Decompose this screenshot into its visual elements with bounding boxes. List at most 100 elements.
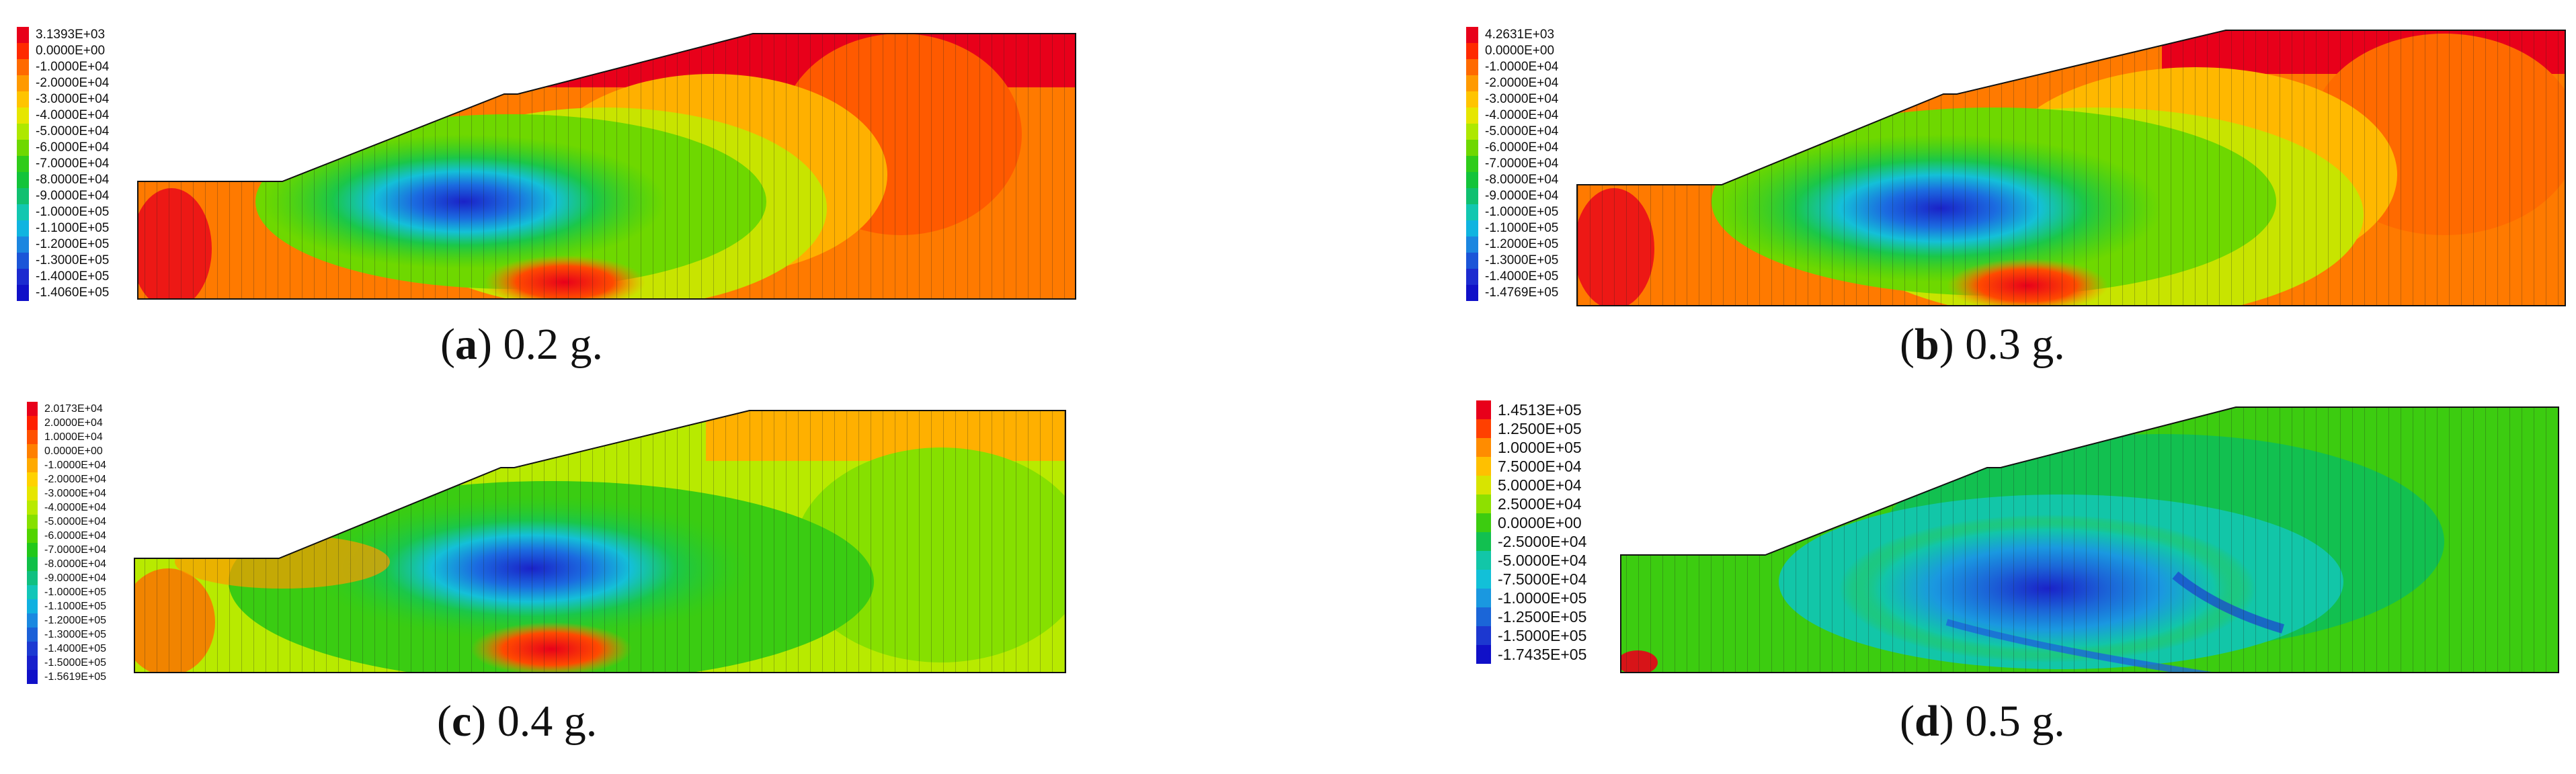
- legend-entry: -6.0000E+04: [1466, 140, 1558, 156]
- panel-a: 3.1393E+03 0.0000E+00 -1.0000E+04 -2.0000E+…: [0, 0, 1288, 387]
- legend-entry: -1.4000E+05: [1466, 269, 1558, 285]
- legend-label: 7.5000E+04: [1498, 457, 1582, 475]
- legend-label: 1.4513E+05: [1498, 400, 1582, 419]
- legend-swatch: [1466, 204, 1478, 220]
- legend-entry: 2.5000E+04: [1476, 494, 1582, 513]
- legend-swatch: [27, 585, 38, 599]
- panel-b: 4.2631E+03 0.0000E+00 -1.0000E+04 -2.0000E+…: [1288, 0, 2576, 387]
- legend-swatch: [27, 529, 38, 543]
- legend-swatch: [27, 628, 38, 642]
- legend-label: -1.4060E+05: [36, 286, 110, 300]
- legend-entry: -1.0000E+04: [27, 458, 106, 472]
- legend-entry: -1.0000E+05: [27, 585, 106, 599]
- legend-label: 0.0000E+00: [36, 44, 106, 58]
- legend-swatch: [1466, 220, 1478, 236]
- legend-label: -5.0000E+04: [1485, 124, 1559, 138]
- legend-swatch: [1476, 400, 1491, 419]
- legend-swatch: [1466, 140, 1478, 156]
- legend-entry: -1.1000E+05: [27, 599, 106, 613]
- legend-label: 2.0000E+04: [44, 417, 103, 429]
- legend-entry: 2.0000E+04: [27, 416, 103, 430]
- legend-swatch: [17, 269, 29, 285]
- legend-swatch: [1476, 589, 1491, 607]
- legend-label: -1.4000E+05: [44, 642, 107, 654]
- legend-label: -6.0000E+04: [44, 529, 107, 542]
- legend-entry: -3.0000E+04: [1466, 91, 1558, 108]
- legend-entry: -1.7435E+05: [1476, 645, 1586, 664]
- legend-label: -1.2500E+05: [1498, 607, 1587, 626]
- legend-label: -1.1000E+05: [1485, 221, 1559, 235]
- legend-label: -1.1000E+05: [44, 600, 107, 612]
- legend-label: -1.4769E+05: [1485, 286, 1559, 300]
- legend-entry: 0.0000E+00: [1476, 513, 1582, 532]
- legend-entry: -4.0000E+04: [17, 108, 109, 124]
- legend-entry: -1.4000E+05: [17, 269, 109, 285]
- legend-swatch: [17, 253, 29, 269]
- legend-entry: -4.0000E+04: [1466, 108, 1558, 124]
- legend-entry: -1.4060E+05: [17, 285, 109, 301]
- legend-entry: -7.0000E+04: [1466, 156, 1558, 172]
- legend-swatch: [1466, 75, 1478, 91]
- legend-swatch: [17, 91, 29, 108]
- legend-entry: -5.0000E+04: [17, 124, 109, 140]
- legend-label: -3.0000E+04: [1485, 92, 1559, 106]
- legend-entry: -7.0000E+04: [27, 543, 106, 557]
- legend-entry: -1.5000E+05: [27, 656, 106, 670]
- legend-label: -8.0000E+04: [44, 558, 107, 570]
- legend-label: -7.5000E+04: [1498, 570, 1587, 588]
- legend-entry: -1.0000E+04: [17, 59, 109, 75]
- legend-label: -7.0000E+04: [36, 157, 110, 171]
- contour-plot-c: [134, 410, 1066, 673]
- legend-entry: -1.1000E+05: [1466, 220, 1558, 236]
- legend-entry: -2.0000E+04: [17, 75, 109, 91]
- legend-swatch: [17, 204, 29, 220]
- legend-entry: -1.3000E+05: [17, 253, 109, 269]
- legend-label: -2.0000E+04: [36, 76, 110, 90]
- legend-entry: -1.2000E+05: [1466, 236, 1558, 253]
- legend-swatch: [1476, 551, 1491, 570]
- legend-entry: -1.0000E+04: [1466, 59, 1558, 75]
- legend-swatch: [1476, 645, 1491, 664]
- legend-label: -8.0000E+04: [1485, 173, 1559, 187]
- legend-swatch: [1466, 269, 1478, 285]
- legend-label: -3.0000E+04: [36, 92, 110, 106]
- legend-swatch: [27, 599, 38, 613]
- contour-plot-a: [137, 33, 1076, 300]
- legend-swatch: [1466, 124, 1478, 140]
- legend-label: 0.0000E+00: [1485, 44, 1555, 58]
- legend-swatch: [27, 571, 38, 585]
- legend-entry: -9.0000E+04: [17, 188, 109, 204]
- legend-swatch: [1466, 253, 1478, 269]
- legend-swatch: [17, 124, 29, 140]
- panel-d: 1.4513E+05 1.2500E+05 1.0000E+05 7.5000E+04…: [1288, 387, 2576, 774]
- legend-label: -1.0000E+04: [44, 459, 107, 471]
- legend-swatch: [17, 156, 29, 172]
- legend-entry: -1.0000E+05: [17, 204, 109, 220]
- legend-label: -5.0000E+04: [1498, 551, 1587, 569]
- legend-entry: 4.2631E+03: [1466, 27, 1554, 43]
- legend-entry: -1.1000E+05: [17, 220, 109, 236]
- legend-label: -1.3000E+05: [44, 628, 107, 640]
- legend-swatch: [1476, 532, 1491, 551]
- legend-label: -8.0000E+04: [36, 173, 110, 187]
- legend-entry: -1.2500E+05: [1476, 607, 1586, 626]
- legend-label: -6.0000E+04: [36, 140, 110, 155]
- legend-swatch: [1476, 476, 1491, 494]
- legend-swatch: [27, 613, 38, 628]
- legend-entry: -8.0000E+04: [27, 557, 106, 571]
- legend-label: -1.0000E+05: [1498, 589, 1587, 607]
- legend-swatch: [17, 75, 29, 91]
- legend-label: -4.0000E+04: [1485, 108, 1559, 122]
- legend-swatch: [17, 108, 29, 124]
- legend-entry: -1.2000E+05: [17, 236, 109, 253]
- legend-label: -7.0000E+04: [44, 544, 107, 556]
- legend-swatch: [27, 557, 38, 571]
- legend-label: -1.0000E+05: [1485, 205, 1559, 219]
- legend-entry: -1.4000E+05: [27, 642, 106, 656]
- caption-b: (b) 0.3 g.: [1900, 320, 2065, 369]
- legend-label: -1.3000E+05: [36, 253, 110, 267]
- caption-d: (d) 0.5 g.: [1900, 697, 2065, 746]
- legend-entry: 1.0000E+04: [27, 430, 103, 444]
- legend-entry: -4.0000E+04: [27, 501, 106, 515]
- legend-label: -1.0000E+05: [44, 586, 107, 598]
